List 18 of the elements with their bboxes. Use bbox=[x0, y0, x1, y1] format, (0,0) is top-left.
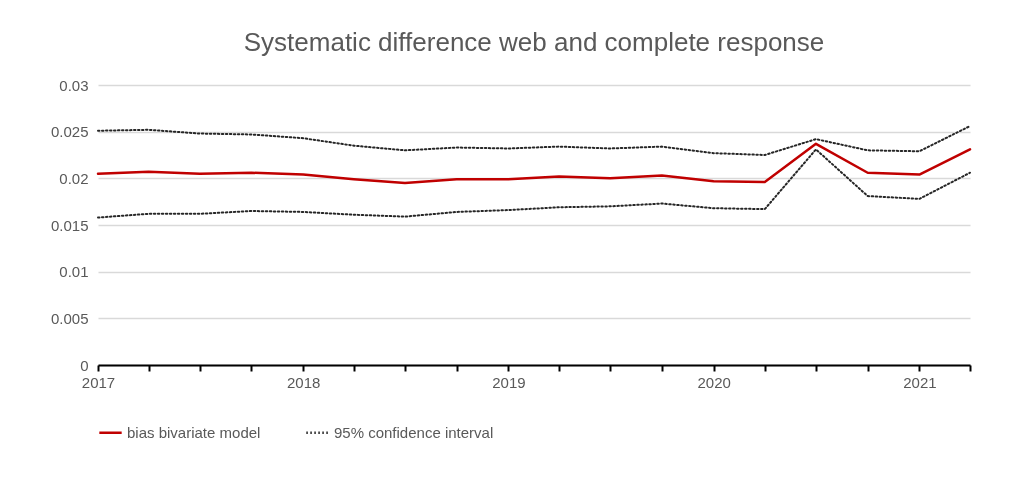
line-series bbox=[96, 142, 972, 185]
legend-label: 95% confidence interval bbox=[334, 423, 494, 441]
y-tick-label: 0.02 bbox=[59, 169, 89, 187]
x-tick-label: 2020 bbox=[697, 373, 731, 391]
y-tick-label: 0.01 bbox=[59, 263, 89, 281]
x-tick-label: 2019 bbox=[492, 373, 526, 391]
y-tick-label: 0 bbox=[80, 356, 89, 374]
y-tick-label: 0.025 bbox=[50, 123, 89, 141]
x-tick-label: 2017 bbox=[81, 373, 116, 391]
y-tick-label: 0.03 bbox=[59, 76, 89, 94]
x-tick-label: 2021 bbox=[903, 373, 937, 391]
y-tick-label: 0.005 bbox=[50, 309, 89, 327]
line-series bbox=[97, 125, 971, 156]
x-tick-label: 2018 bbox=[287, 373, 321, 391]
line-series bbox=[97, 148, 971, 219]
legend-label: bias bivariate model bbox=[127, 423, 261, 441]
chart-title: Systematic difference web and complete response bbox=[243, 27, 825, 57]
y-tick-label: 0.015 bbox=[50, 216, 89, 234]
